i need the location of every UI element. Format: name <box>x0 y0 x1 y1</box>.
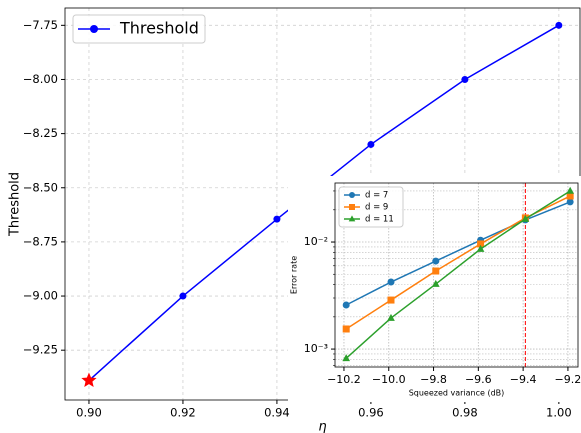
marker <box>566 198 574 206</box>
marker <box>555 21 563 29</box>
y-tick-label: −8.75 <box>23 234 58 248</box>
x-tick-label: −10.2 <box>327 373 361 386</box>
x-axis-label: Squeezed variance (dB) <box>409 389 505 398</box>
y-tick-label: −7.75 <box>23 18 58 32</box>
y-tick-label: 10⁻³ <box>304 342 328 355</box>
x-tick-label: −9.6 <box>465 373 492 386</box>
marker <box>387 296 395 304</box>
marker <box>349 192 355 198</box>
legend-label: d = 9 <box>365 203 388 213</box>
y-tick-label: −9.25 <box>23 343 58 357</box>
marker <box>90 25 98 33</box>
x-tick-label: 0.92 <box>170 406 196 420</box>
marker <box>81 372 97 387</box>
legend-label: d = 7 <box>365 191 388 201</box>
y-axis-label: Threshold <box>8 172 23 237</box>
marker <box>461 75 469 83</box>
x-tick-label: −10.0 <box>372 373 406 386</box>
series-line <box>345 201 571 306</box>
x-tick-label: 1.00 <box>546 406 572 420</box>
marker <box>273 215 281 223</box>
legend-label: d = 11 <box>365 215 394 225</box>
marker <box>349 204 355 210</box>
x-tick-label: 0.96 <box>358 406 384 420</box>
marker <box>387 313 395 321</box>
x-axis-label: η <box>318 420 326 433</box>
legend-box <box>338 186 404 228</box>
x-tick-label: −9.2 <box>555 373 581 386</box>
marker <box>387 278 395 286</box>
marker <box>477 240 485 248</box>
marker <box>342 301 350 309</box>
y-tick-label: −9.00 <box>23 289 58 303</box>
y-axis-label: Error rate <box>290 256 299 294</box>
x-tick-label: 0.94 <box>264 406 290 420</box>
marker <box>432 267 440 275</box>
legend-box <box>72 14 206 44</box>
marker <box>179 292 187 300</box>
marker <box>521 214 530 222</box>
marker <box>432 257 440 265</box>
marker <box>348 215 356 222</box>
x-tick-label: 0.90 <box>76 406 102 420</box>
x-tick-label: −9.4 <box>510 373 537 386</box>
legend-label: Threshold <box>119 19 199 38</box>
x-tick-label: 0.98 <box>452 406 478 420</box>
marker <box>476 244 485 252</box>
marker <box>342 325 350 333</box>
x-tick-label: −9.8 <box>420 373 447 386</box>
marker <box>342 354 351 362</box>
marker <box>566 186 575 194</box>
y-tick-label: −8.25 <box>23 126 58 140</box>
y-tick-label: −8.50 <box>23 180 58 194</box>
marker <box>566 192 574 200</box>
series-line <box>345 190 571 359</box>
axes-frame <box>334 182 579 368</box>
y-tick-label: 10⁻² <box>304 235 328 248</box>
y-tick-label: −8.00 <box>23 72 58 86</box>
inset-background <box>288 176 581 402</box>
marker <box>431 279 440 287</box>
marker <box>367 140 375 148</box>
